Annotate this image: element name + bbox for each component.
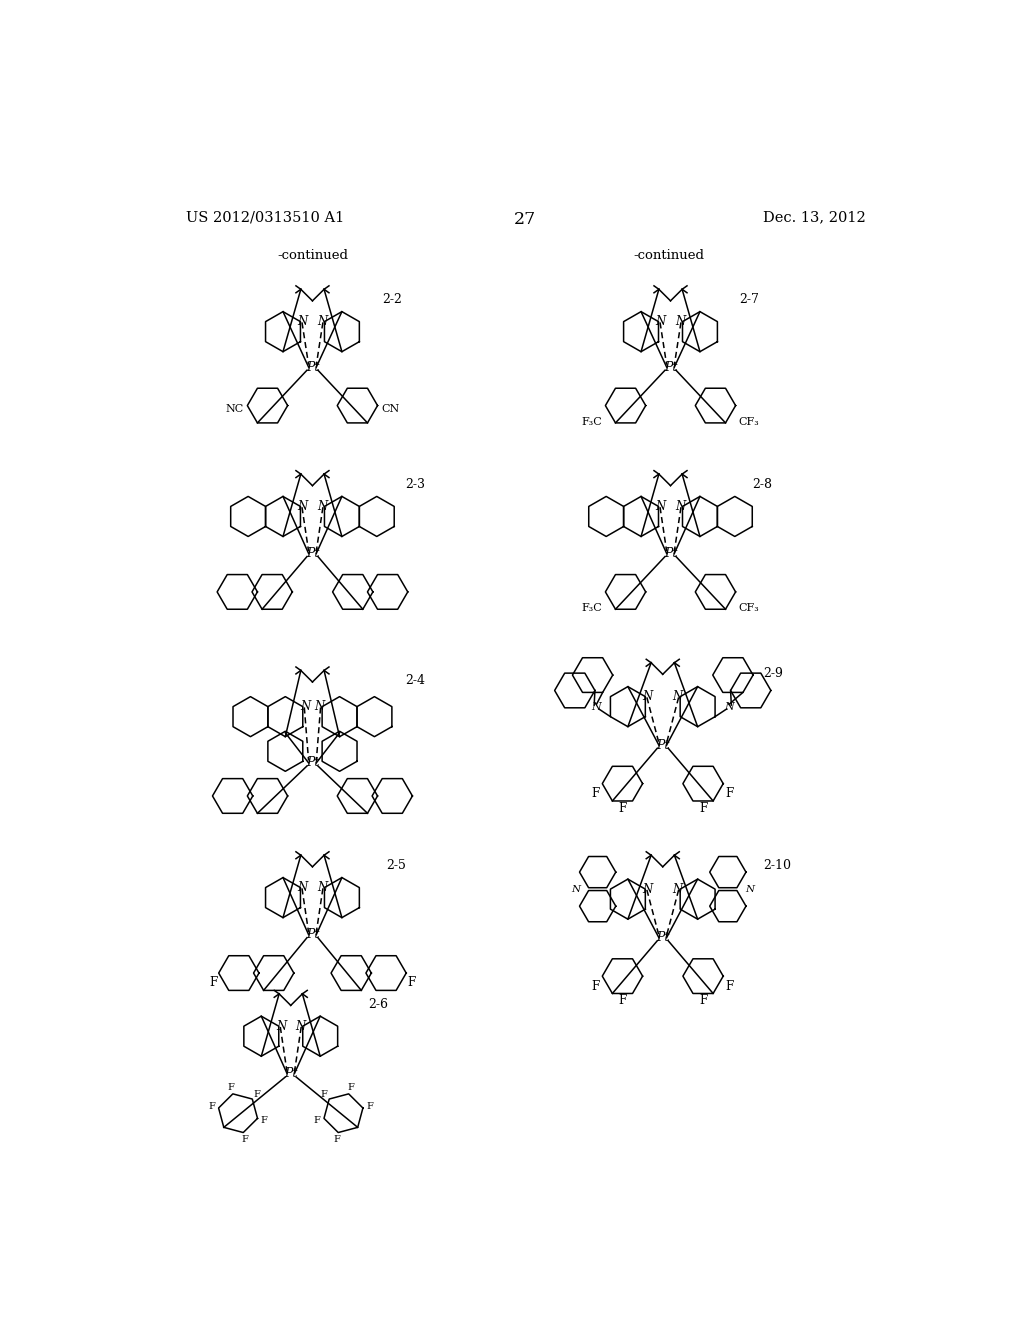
Text: F: F: [333, 1135, 340, 1143]
Text: Pt: Pt: [664, 546, 677, 560]
Text: 2-9: 2-9: [764, 667, 783, 680]
Text: F: F: [618, 801, 627, 814]
Text: CF₃: CF₃: [738, 417, 760, 426]
Text: N: N: [592, 702, 601, 713]
Text: CN: CN: [381, 404, 399, 413]
Text: N: N: [317, 500, 328, 513]
Text: N: N: [745, 884, 755, 894]
Text: N: N: [298, 315, 308, 329]
Text: F: F: [367, 1102, 373, 1110]
Text: 2-6: 2-6: [369, 998, 388, 1011]
Text: 2-2: 2-2: [382, 293, 402, 306]
Text: F: F: [618, 994, 627, 1007]
Text: N: N: [673, 690, 683, 704]
Text: -continued: -continued: [634, 249, 705, 263]
Text: N: N: [298, 500, 308, 513]
Text: 2-10: 2-10: [764, 859, 792, 873]
Text: N: N: [655, 315, 666, 329]
Text: N: N: [298, 880, 308, 894]
Text: F₃C: F₃C: [582, 417, 602, 426]
Text: US 2012/0313510 A1: US 2012/0313510 A1: [186, 211, 344, 224]
Text: Pt: Pt: [656, 931, 670, 944]
Text: 27: 27: [514, 211, 536, 228]
Text: F: F: [726, 979, 734, 993]
Text: F: F: [699, 801, 708, 814]
Text: NC: NC: [225, 404, 244, 413]
Text: 2-5: 2-5: [386, 859, 406, 873]
Text: F: F: [242, 1135, 249, 1143]
Text: F: F: [209, 977, 217, 990]
Text: N: N: [673, 883, 683, 896]
Text: N: N: [317, 315, 328, 329]
Text: N: N: [275, 1019, 286, 1032]
Text: N: N: [317, 880, 328, 894]
Text: Pt: Pt: [284, 1067, 297, 1080]
Text: F: F: [408, 977, 416, 990]
Text: Pt: Pt: [306, 360, 319, 374]
Text: N: N: [724, 702, 734, 713]
Text: Pt: Pt: [656, 739, 670, 751]
Text: Pt: Pt: [306, 756, 319, 770]
Text: 2-4: 2-4: [406, 675, 425, 688]
Text: F: F: [321, 1089, 328, 1098]
Text: N: N: [295, 1019, 305, 1032]
Text: N: N: [642, 690, 652, 704]
Text: Pt: Pt: [306, 928, 319, 941]
Text: Pt: Pt: [306, 546, 319, 560]
Text: F: F: [313, 1115, 321, 1125]
Text: N: N: [642, 883, 652, 896]
Text: CF₃: CF₃: [738, 603, 760, 612]
Text: F: F: [254, 1089, 261, 1098]
Text: F: F: [347, 1082, 354, 1092]
Text: N: N: [675, 500, 685, 513]
Text: -continued: -continued: [276, 249, 348, 263]
Text: F₃C: F₃C: [582, 603, 602, 612]
Text: F: F: [261, 1115, 267, 1125]
Text: 2-3: 2-3: [406, 478, 425, 491]
Text: 2-8: 2-8: [752, 478, 772, 491]
Text: F: F: [726, 787, 734, 800]
Text: 2-7: 2-7: [738, 293, 759, 306]
Text: F: F: [699, 994, 708, 1007]
Text: Pt: Pt: [664, 360, 677, 374]
Text: F: F: [592, 787, 600, 800]
Text: N: N: [571, 884, 581, 894]
Text: F: F: [227, 1082, 234, 1092]
Text: F: F: [592, 979, 600, 993]
Text: N: N: [655, 500, 666, 513]
Text: Dec. 13, 2012: Dec. 13, 2012: [763, 211, 866, 224]
Text: N: N: [314, 700, 325, 713]
Text: N: N: [300, 700, 310, 713]
Text: N: N: [675, 315, 685, 329]
Text: F: F: [209, 1102, 215, 1110]
